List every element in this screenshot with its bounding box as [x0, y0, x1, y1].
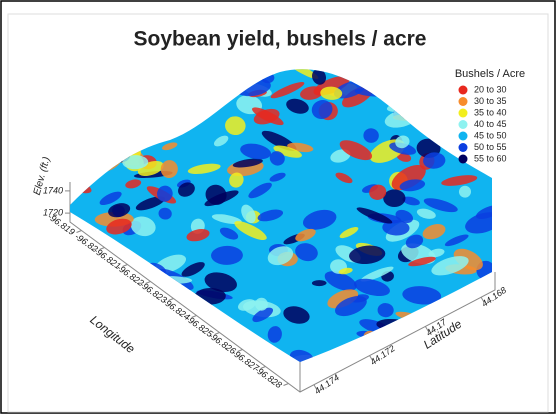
legend-swatch: [459, 143, 468, 152]
z-tick-label: 1720: [43, 207, 63, 217]
legend-label: 45 to 50: [474, 130, 507, 140]
surface-patch: [383, 189, 405, 207]
legend-label: 55 to 60: [474, 153, 507, 163]
chart-title: Soybean yield, bushels / acre: [134, 28, 427, 51]
legend-label: 40 to 45: [474, 119, 507, 129]
legend-swatch: [459, 86, 468, 95]
chart: Soybean yield, bushels / acre Bushels / …: [0, 0, 556, 414]
z-tick-label: 1740: [43, 185, 63, 195]
legend-title: Bushels / Acre: [455, 68, 525, 80]
legend-label: 50 to 55: [474, 142, 507, 152]
legend-swatch: [459, 155, 468, 164]
legend-swatch: [459, 109, 468, 118]
legend-swatch: [459, 97, 468, 106]
legend-label: 35 to 40: [474, 107, 507, 117]
legend-label: 30 to 35: [474, 96, 507, 106]
legend-label: 20 to 30: [474, 84, 507, 94]
legend-swatch: [459, 132, 468, 141]
legend-swatch: [459, 120, 468, 129]
